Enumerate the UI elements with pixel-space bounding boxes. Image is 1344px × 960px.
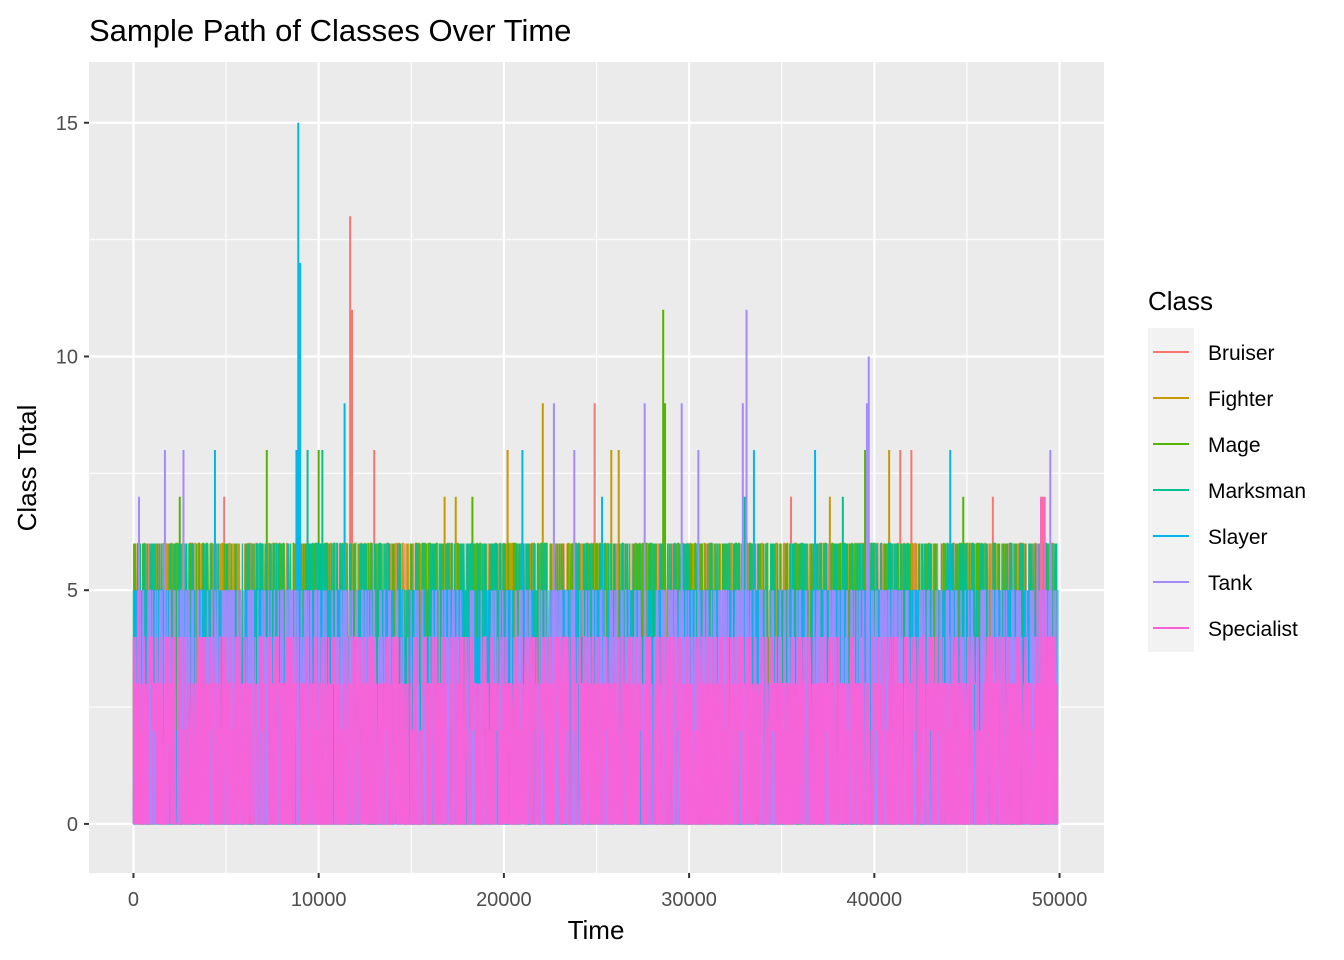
legend-items: Bruiser Fighter Mage Marksman Slayer Tank Spec… [1153, 342, 1306, 641]
x-tick-label: 20000 [476, 889, 532, 911]
y-axis: 0 5 10 15 [56, 113, 89, 836]
legend-label-specialist: Specialist [1208, 618, 1298, 641]
series-layer [132, 122, 1059, 825]
x-axis: 0 10000 20000 30000 40000 50000 [128, 873, 1087, 911]
y-tick-label: 0 [67, 814, 78, 836]
series-line-specialist [132, 636, 1059, 825]
legend-label-slayer: Slayer [1208, 526, 1268, 549]
legend-title: Class [1148, 286, 1213, 316]
legend-label-tank: Tank [1208, 572, 1253, 595]
legend-label-marksman: Marksman [1208, 480, 1306, 503]
legend-label-mage: Mage [1208, 434, 1261, 457]
x-tick-label: 40000 [847, 889, 903, 911]
legend: Class Bruiser Fighter Mage Marksman Slayer Ta… [1148, 286, 1306, 652]
x-tick-label: 30000 [661, 889, 717, 911]
y-tick-label: 10 [56, 346, 78, 368]
y-tick-label: 15 [56, 113, 78, 135]
legend-label-bruiser: Bruiser [1208, 342, 1275, 365]
legend-label-fighter: Fighter [1208, 388, 1273, 411]
x-axis-title: Time [568, 915, 625, 945]
x-tick-label: 50000 [1032, 889, 1088, 911]
x-tick-label: 10000 [291, 889, 347, 911]
y-tick-label: 5 [67, 580, 78, 602]
x-tick-label: 0 [128, 889, 139, 911]
chart-title: Sample Path of Classes Over Time [89, 13, 571, 48]
y-axis-title: Class Total [12, 405, 42, 532]
